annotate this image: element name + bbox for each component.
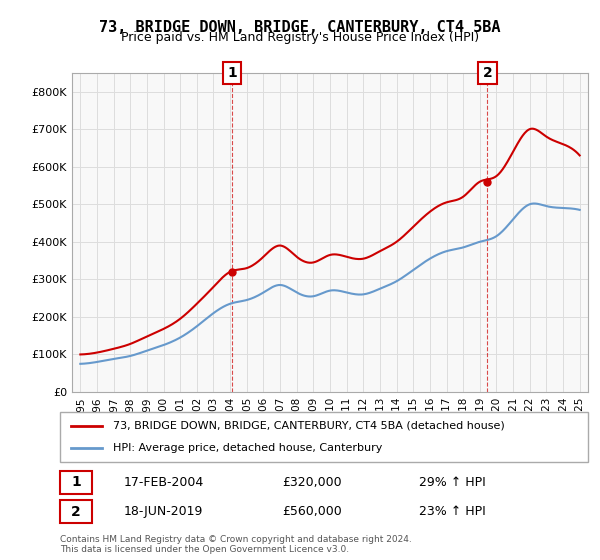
- Text: 1: 1: [227, 66, 237, 80]
- Text: Price paid vs. HM Land Registry's House Price Index (HPI): Price paid vs. HM Land Registry's House …: [121, 31, 479, 44]
- Text: 29% ↑ HPI: 29% ↑ HPI: [419, 476, 486, 489]
- Text: 23% ↑ HPI: 23% ↑ HPI: [419, 505, 486, 518]
- FancyBboxPatch shape: [60, 470, 92, 494]
- FancyBboxPatch shape: [60, 500, 92, 524]
- FancyBboxPatch shape: [60, 412, 588, 462]
- Text: 18-JUN-2019: 18-JUN-2019: [124, 505, 203, 518]
- Text: Contains HM Land Registry data © Crown copyright and database right 2024.
This d: Contains HM Land Registry data © Crown c…: [60, 535, 412, 554]
- Text: HPI: Average price, detached house, Canterbury: HPI: Average price, detached house, Cant…: [113, 443, 382, 453]
- Text: 2: 2: [71, 505, 81, 519]
- Text: 73, BRIDGE DOWN, BRIDGE, CANTERBURY, CT4 5BA: 73, BRIDGE DOWN, BRIDGE, CANTERBURY, CT4…: [99, 20, 501, 35]
- Text: 2: 2: [482, 66, 493, 80]
- Text: 17-FEB-2004: 17-FEB-2004: [124, 476, 203, 489]
- Text: £320,000: £320,000: [282, 476, 341, 489]
- Text: 73, BRIDGE DOWN, BRIDGE, CANTERBURY, CT4 5BA (detached house): 73, BRIDGE DOWN, BRIDGE, CANTERBURY, CT4…: [113, 421, 505, 431]
- Text: 1: 1: [71, 475, 81, 489]
- Text: £560,000: £560,000: [282, 505, 341, 518]
